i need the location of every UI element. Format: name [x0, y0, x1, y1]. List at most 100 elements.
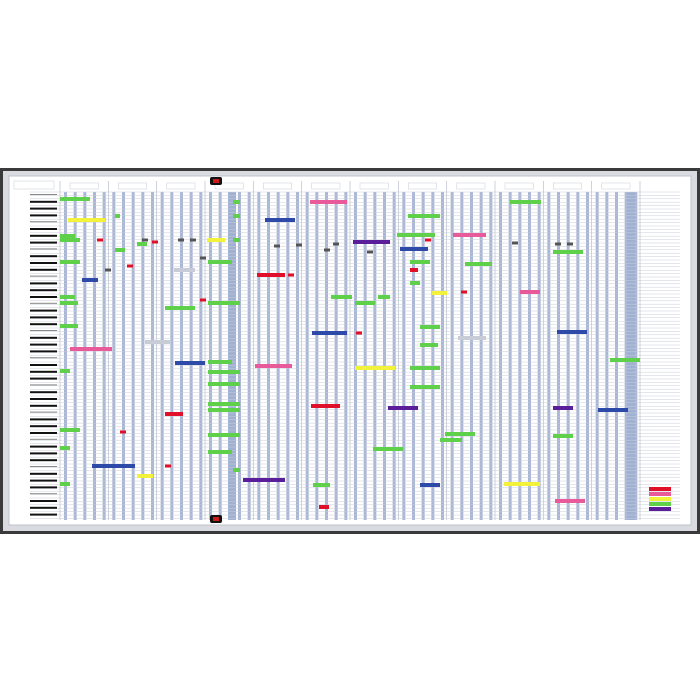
legend-swatch-pink [649, 492, 671, 496]
entry-marker [296, 243, 302, 247]
week-stripe [344, 192, 348, 520]
legend-swatch-purple [649, 507, 671, 511]
entry-bar-red [410, 268, 418, 272]
row-label [30, 472, 57, 475]
week-stripe [112, 192, 116, 520]
week-stripe [441, 192, 444, 520]
entry-bar-green [208, 260, 232, 264]
entry-bar-green [465, 262, 492, 266]
entry-bar-green [313, 483, 330, 487]
row-label [30, 357, 57, 359]
row-label [30, 398, 57, 400]
entry-bar-purple [243, 478, 285, 482]
magnet-markers [210, 177, 222, 523]
row-label [30, 506, 57, 509]
month-header [166, 182, 196, 190]
entry-bar-green [208, 301, 240, 305]
row-label [30, 228, 57, 230]
week-stripe [189, 192, 193, 520]
entry-bar-green [410, 385, 440, 389]
entry-bar-yellow [68, 218, 105, 222]
entry-marker [97, 238, 103, 242]
entry-bar-yellow [207, 238, 225, 242]
legend-swatch-red [649, 487, 671, 491]
week-stripe [83, 192, 87, 520]
row-label-column [30, 194, 57, 516]
row-label [30, 459, 57, 462]
legend-swatch-green [649, 502, 671, 506]
week-stripe [276, 192, 280, 520]
week-stripe [102, 192, 106, 520]
week-stripe [576, 192, 580, 520]
magnet-light [213, 517, 219, 521]
title-box [13, 180, 55, 190]
week-stripe [402, 192, 406, 520]
week-stripe [93, 192, 96, 520]
entry-marker [190, 238, 196, 242]
entry-bar-green [553, 250, 583, 254]
entry-bar-green [60, 369, 70, 373]
row-label [30, 214, 57, 217]
entry-bar-green [208, 433, 240, 437]
entry-marker [555, 242, 561, 246]
row-label [30, 493, 57, 495]
entry-bar-purple [388, 406, 418, 410]
row-label [30, 316, 57, 319]
month-header [601, 182, 631, 190]
entry-marker [512, 241, 518, 245]
week-stripe [412, 192, 415, 520]
row-label [30, 296, 57, 298]
week-stripe [605, 192, 609, 520]
highlight-stripe [627, 192, 635, 520]
entry-marker [461, 290, 467, 294]
entry-bar-green [208, 402, 240, 406]
entry-bar-green [60, 324, 78, 328]
entry-bar-green [208, 408, 240, 412]
week-stripe [634, 192, 638, 520]
row-label [30, 418, 57, 421]
month-header [456, 182, 486, 190]
entry-bar-green [378, 295, 390, 299]
row-label [30, 500, 57, 502]
row-label [30, 302, 57, 304]
entry-bar-blue [420, 483, 440, 487]
month-header [118, 182, 147, 190]
week-stripe [460, 192, 464, 520]
magnet-light [213, 179, 219, 183]
entry-marker [274, 244, 280, 248]
entry-bar-green [208, 382, 240, 386]
entry-bar-pink [555, 499, 585, 503]
row-label [30, 364, 57, 366]
month-header [214, 182, 244, 190]
row-label [30, 404, 57, 407]
week-stripe [489, 192, 493, 520]
color-legend [649, 487, 671, 511]
entry-bar-green [397, 233, 435, 237]
entry-bar-green [553, 434, 573, 438]
week-stripe [383, 192, 386, 520]
row-label [30, 445, 57, 448]
row-label [30, 330, 57, 331]
week-stripe [209, 192, 212, 520]
entry-bar-green [208, 450, 232, 454]
entry-bar-green [233, 200, 240, 204]
row-label [30, 438, 57, 440]
entry-bar-green [60, 446, 70, 450]
month-header [553, 182, 582, 190]
entry-marker [152, 240, 158, 244]
entry-bar-green [208, 360, 232, 364]
entry-marker [200, 256, 206, 260]
entry-bar-green [60, 238, 80, 242]
entry-bar-green [355, 301, 375, 305]
row-label [30, 248, 57, 250]
week-stripe [141, 192, 145, 520]
entry-bar-green [420, 325, 440, 329]
row-label [30, 207, 57, 210]
entry-bar-green [60, 197, 90, 201]
highlight-stripe [228, 192, 236, 520]
week-stripe [537, 192, 541, 520]
entry-bar-green [233, 238, 240, 242]
entry-bar-pink [520, 290, 540, 294]
week-stripe [267, 192, 270, 520]
